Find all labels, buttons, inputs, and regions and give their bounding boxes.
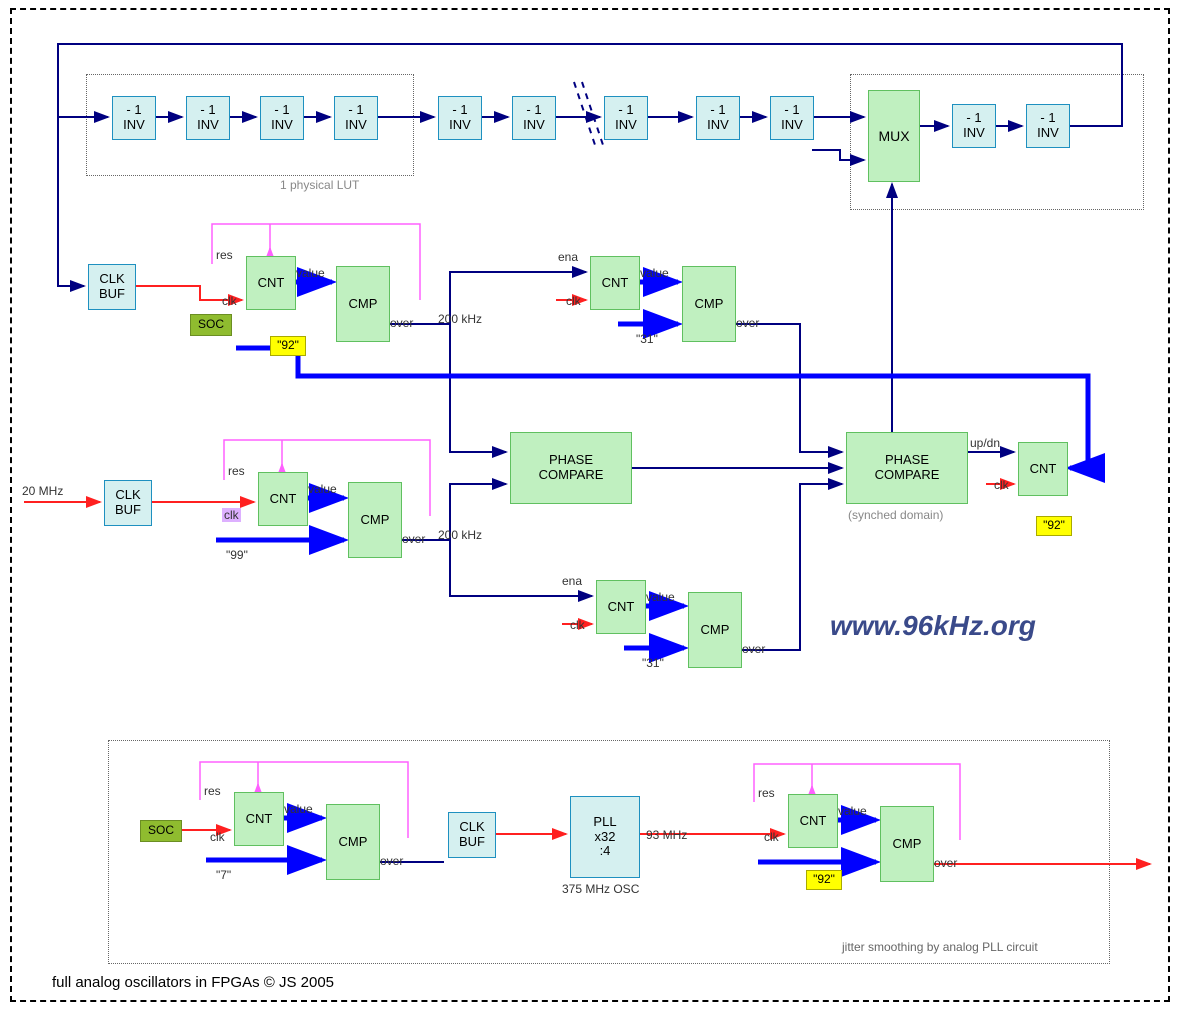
- inv-label: - 1INV: [707, 103, 729, 133]
- sig-over-6: over: [380, 854, 403, 868]
- soc-1: SOC: [190, 314, 232, 336]
- phase-compare-2: PHASECOMPARE: [846, 432, 968, 504]
- inv-label: - 1INV: [1037, 111, 1059, 141]
- sig-clk-1: clk: [222, 294, 237, 308]
- val-92-1: "92": [270, 336, 306, 356]
- sig-value-6: value: [284, 802, 313, 816]
- freq-200-1: 200 kHz: [438, 312, 482, 326]
- sig-res-1: res: [216, 248, 233, 262]
- synched-label: (synched domain): [848, 508, 943, 522]
- inv-6: - 1INV: [512, 96, 556, 140]
- clkbuf-3: CLKBUF: [448, 812, 496, 858]
- inv-label: - 1INV: [271, 103, 293, 133]
- sig-res-7: res: [758, 786, 775, 800]
- sig-over-2: over: [736, 316, 759, 330]
- inv-8: - 1INV: [696, 96, 740, 140]
- bottom-group-label: jitter smoothing by analog PLL circuit: [842, 940, 1038, 954]
- inv-9: - 1INV: [770, 96, 814, 140]
- sig-over-5: over: [742, 642, 765, 656]
- inv-3: - 1INV: [260, 96, 304, 140]
- diagram-canvas: - 1INV - 1INV - 1INV - 1INV - 1INV - 1IN…: [0, 0, 1180, 1010]
- phase-label: PHASECOMPARE: [539, 453, 604, 483]
- soc-3: SOC: [140, 820, 182, 842]
- sig-value-5: value: [646, 590, 675, 604]
- clkbuf-2: CLKBUF: [104, 480, 152, 526]
- cnt-1: CNT: [246, 256, 296, 310]
- pll-label: PLLx32:4: [593, 815, 616, 860]
- val-7: "7": [216, 868, 231, 882]
- val-92-2: "92": [1036, 516, 1072, 536]
- clkbuf-label: CLKBUF: [99, 272, 125, 302]
- sig-over-7: over: [934, 856, 957, 870]
- inv-label: - 1INV: [345, 103, 367, 133]
- pll: PLLx32:4: [570, 796, 640, 878]
- sig-clk-3: clk: [222, 508, 241, 522]
- lut-label: 1 physical LUT: [280, 178, 359, 192]
- cnt-3: CNT: [258, 472, 308, 526]
- url-watermark: www.96kHz.org: [830, 610, 1036, 642]
- clkbuf-label: CLKBUF: [459, 820, 485, 850]
- cnt-5: CNT: [596, 580, 646, 634]
- cmp-6: CMP: [326, 804, 380, 880]
- inv-7: - 1INV: [604, 96, 648, 140]
- sig-value-1: value: [296, 266, 325, 280]
- inv-label: - 1INV: [123, 103, 145, 133]
- inv-label: - 1INV: [197, 103, 219, 133]
- inv-5: - 1INV: [438, 96, 482, 140]
- sig-over-3: over: [402, 532, 425, 546]
- cnt-7: CNT: [788, 794, 838, 848]
- phase-label: PHASECOMPARE: [875, 453, 940, 483]
- clkbuf-1: CLKBUF: [88, 264, 136, 310]
- sig-res-6: res: [204, 784, 221, 798]
- sig-value-7: value: [838, 804, 867, 818]
- val-31-2: "31": [642, 656, 664, 670]
- inv-label: - 1INV: [615, 103, 637, 133]
- mux: MUX: [868, 90, 920, 182]
- freq-93: 93 MHz: [646, 828, 687, 842]
- cmp-1: CMP: [336, 266, 390, 342]
- sig-value-3: value: [308, 482, 337, 496]
- val-31-1: "31": [636, 332, 658, 346]
- sig-value-2: value: [640, 266, 669, 280]
- cmp-5: CMP: [688, 592, 742, 668]
- freq-in: 20 MHz: [22, 484, 63, 498]
- sig-over-1: over: [390, 316, 413, 330]
- caption: full analog oscillators in FPGAs © JS 20…: [52, 974, 334, 991]
- sig-clk-5: clk: [570, 618, 585, 632]
- inv-label: - 1INV: [523, 103, 545, 133]
- val-99: "99": [226, 548, 248, 562]
- inv-10: - 1INV: [952, 104, 996, 148]
- freq-osc: 375 MHz OSC: [562, 882, 639, 896]
- cmp-2: CMP: [682, 266, 736, 342]
- phase-compare-1: PHASECOMPARE: [510, 432, 632, 504]
- sig-ena-2: ena: [558, 250, 578, 264]
- cnt-4: CNT: [1018, 442, 1068, 496]
- freq-200-2: 200 kHz: [438, 528, 482, 542]
- sig-clk-4: clk: [994, 478, 1009, 492]
- cmp-7: CMP: [880, 806, 934, 882]
- sig-clk-7: clk: [764, 830, 779, 844]
- clkbuf-label: CLKBUF: [115, 488, 141, 518]
- sig-res-3: res: [228, 464, 245, 478]
- inv-11: - 1INV: [1026, 104, 1070, 148]
- cnt-2: CNT: [590, 256, 640, 310]
- inv-label: - 1INV: [781, 103, 803, 133]
- sig-clk-2: clk: [566, 294, 581, 308]
- val-92-3: "92": [806, 870, 842, 890]
- sig-updn: up/dn: [970, 436, 1000, 450]
- inv-label: - 1INV: [963, 111, 985, 141]
- inv-1: - 1INV: [112, 96, 156, 140]
- cnt-6: CNT: [234, 792, 284, 846]
- inv-label: - 1INV: [449, 103, 471, 133]
- inv-4: - 1INV: [334, 96, 378, 140]
- sig-clk-6: clk: [210, 830, 225, 844]
- cmp-3: CMP: [348, 482, 402, 558]
- inv-2: - 1INV: [186, 96, 230, 140]
- sig-ena-5: ena: [562, 574, 582, 588]
